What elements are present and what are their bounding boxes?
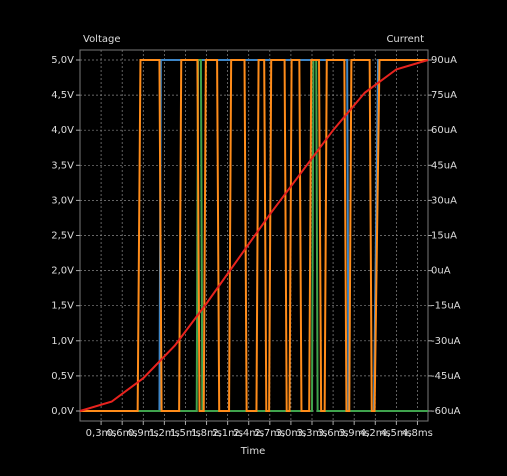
series-line: [80, 59, 428, 412]
x-tick-label: 0,3ms: [86, 428, 117, 439]
y-tick-label: 1,5V: [51, 301, 74, 312]
x-tick-label: 0,6ms: [107, 428, 138, 439]
y2-tick-label: -45uA: [431, 371, 461, 382]
y-tick-label: 4,5V: [51, 90, 74, 101]
y2-tick-label: -15uA: [431, 301, 461, 312]
x-tick-label: 4,2ms: [360, 428, 391, 439]
x-tick-label: 3,0ms: [275, 428, 306, 439]
x-tick-label: 1,8ms: [191, 428, 222, 439]
x-tick-label: 0,9ms: [128, 428, 159, 439]
y2-tick-label: 30uA: [431, 195, 457, 206]
x-tick-label: 3,9ms: [339, 428, 370, 439]
x-tick-label: 1,2ms: [149, 428, 180, 439]
y-tick-label: 2,0V: [51, 266, 74, 277]
y-tick-label: 4,0V: [51, 125, 74, 136]
x-tick-label: 3,6ms: [318, 428, 349, 439]
x-tick-label: 1,5ms: [170, 428, 201, 439]
x-tick-label: 2,7ms: [254, 428, 285, 439]
x-tick-label: 2,4ms: [233, 428, 264, 439]
y-tick-label: 0,5V: [51, 371, 74, 382]
x-tick-label: 4,5ms: [381, 428, 412, 439]
y2-tick-label: 45uA: [431, 160, 457, 171]
series-line: [79, 59, 429, 412]
y2-tick-label: 15uA: [431, 231, 457, 242]
x-tick-label: 3,3ms: [297, 428, 328, 439]
y2-tick-label: 60uA: [431, 125, 457, 136]
y2-tick-label: 75uA: [431, 90, 457, 101]
y2-tick-label: 0uA: [431, 266, 451, 277]
x-axis-label: Time: [240, 446, 265, 457]
y-tick-label: 3,5V: [51, 160, 74, 171]
series-line: [80, 59, 428, 412]
y2-tick-label: -30uA: [431, 336, 461, 347]
y2-tick-label: 90uA: [431, 55, 457, 66]
y2-axis-label: Current: [386, 34, 424, 45]
y-tick-label: 2,5V: [51, 231, 74, 242]
x-tick-label: 2,1ms: [212, 428, 243, 439]
x-tick-label: 4,8ms: [402, 428, 433, 439]
y-tick-label: 1,0V: [51, 336, 74, 347]
y-tick-label: 5,0V: [51, 55, 74, 66]
y-tick-label: 3,0V: [51, 195, 74, 206]
y-axis-label: Voltage: [83, 34, 121, 45]
y-tick-label: 0,0V: [51, 406, 74, 417]
y2-tick-label: -60uA: [431, 406, 461, 417]
